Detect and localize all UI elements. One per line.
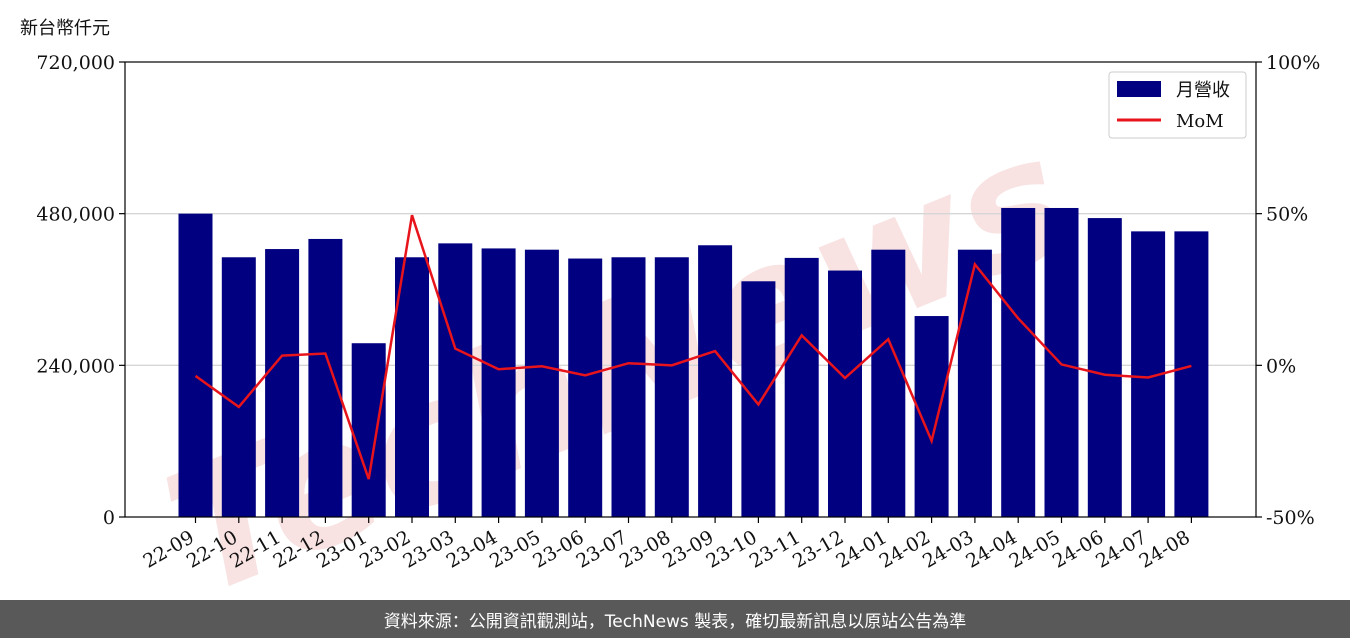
bar-23-04	[481, 248, 516, 517]
y-axis-unit-label: 新台幣仟元	[20, 18, 110, 39]
bar-24-04	[1001, 207, 1036, 517]
legend: 月營收 MoM	[1108, 71, 1247, 139]
bar-23-06	[568, 258, 603, 517]
bar-23-03	[438, 243, 473, 518]
plot-frame	[124, 61, 1257, 518]
bar-23-10	[741, 281, 776, 517]
bar-22-10	[221, 257, 256, 517]
legend-label-mom: MoM	[1176, 111, 1224, 132]
legend-label-revenue: 月營收	[1176, 80, 1230, 101]
right-tick-label: 50%	[1266, 204, 1308, 226]
left-tick-label: 720,000	[36, 52, 115, 74]
bar-22-12	[308, 238, 343, 517]
left-tick-label: 0	[103, 507, 115, 529]
x-tick-label: 24-08	[1135, 526, 1193, 572]
bar-22-09	[178, 213, 213, 517]
left-tick-label: 240,000	[36, 355, 115, 377]
bar-series	[178, 207, 1209, 518]
bar-24-05	[1044, 207, 1079, 517]
bar-23-09	[698, 245, 733, 517]
bar-22-11	[265, 249, 300, 518]
bar-23-02	[395, 257, 429, 517]
bar-24-06	[1087, 218, 1122, 517]
bar-24-02	[914, 316, 949, 517]
bar-23-07	[611, 257, 646, 517]
right-axis: -50% 0% 50% 100%	[1256, 52, 1320, 529]
right-tick-label: 0%	[1266, 355, 1296, 377]
mom-line	[194, 214, 1192, 480]
bar-23-08	[654, 257, 689, 517]
bar-24-08	[1174, 231, 1209, 517]
bar-23-01	[351, 343, 386, 517]
source-footer: 資料來源：公開資訊觀測站，TechNews 製表，確切最新訊息以原站公告為準	[0, 600, 1350, 638]
legend-swatch-revenue	[1117, 81, 1161, 97]
bar-23-05	[524, 249, 559, 517]
right-tick-label: 100%	[1266, 52, 1320, 74]
bar-23-11	[784, 257, 819, 517]
bar-24-03	[957, 249, 992, 517]
left-tick-label: 480,000	[36, 204, 115, 226]
left-axis: 0 240,000 480,000 720,000	[36, 52, 125, 529]
right-tick-label: -50%	[1266, 507, 1315, 529]
bar-24-01	[871, 249, 906, 517]
bar-23-12	[828, 270, 862, 517]
